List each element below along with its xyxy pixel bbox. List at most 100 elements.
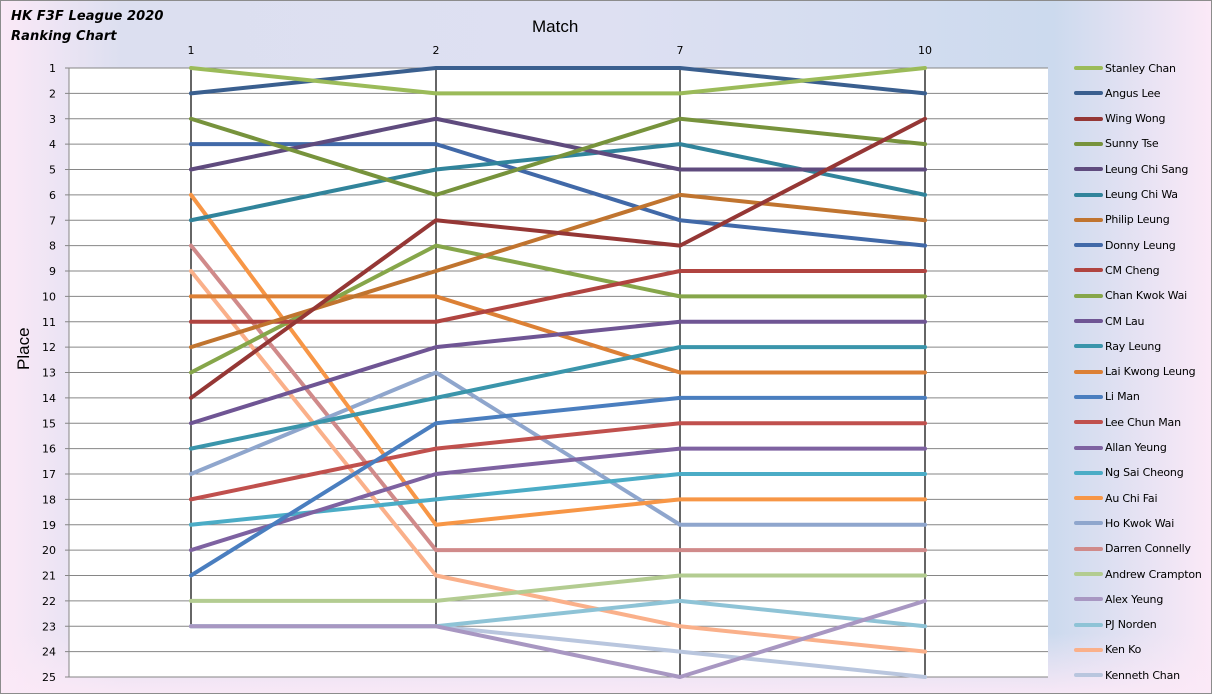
- series-line: [189, 345, 927, 451]
- y-tick-label: 15: [42, 417, 56, 430]
- y-tick-label: 1: [49, 62, 56, 75]
- legend-swatch-icon: [1074, 243, 1103, 248]
- legend-label: Ho Kwok Wai: [1105, 516, 1175, 530]
- legend-item: CM Lau: [1074, 311, 1145, 331]
- legend-item: PJ Norden: [1074, 615, 1157, 635]
- y-tick-label: 23: [42, 620, 56, 633]
- y-tick-label: 21: [42, 570, 56, 583]
- y-tick-label: 11: [42, 316, 56, 329]
- y-tick-label: 20: [42, 544, 56, 557]
- y-tick-label: 22: [42, 595, 56, 608]
- chart-title-line1: HK F3F League 2020: [11, 9, 164, 24]
- series-line: [189, 269, 927, 324]
- legend-swatch-icon: [1074, 116, 1103, 121]
- legend-item: Ho Kwok Wai: [1074, 513, 1174, 533]
- series-line: [189, 421, 927, 502]
- series-lines: [189, 66, 927, 679]
- legend-swatch-icon: [1074, 673, 1103, 678]
- legend-item: Li Man: [1074, 387, 1140, 407]
- y-tick-label: 3: [49, 113, 56, 126]
- legend-item: Sunny Tse: [1074, 134, 1159, 154]
- legend-label: CM Cheng: [1105, 263, 1160, 277]
- x-axis-title: Match: [532, 17, 579, 36]
- legend-item: Allan Yeung: [1074, 438, 1167, 458]
- legend-label: Chan Kwok Wai: [1105, 289, 1188, 303]
- legend-item: CM Cheng: [1074, 260, 1160, 280]
- legend-item: Chan Kwok Wai: [1074, 286, 1187, 306]
- series-line: [189, 116, 927, 172]
- series-line: [189, 192, 927, 527]
- series-line: [189, 395, 927, 578]
- legend-label: Stanley Chan: [1105, 61, 1176, 75]
- legend-swatch-icon: [1074, 167, 1103, 172]
- legend-swatch-icon: [1074, 141, 1103, 146]
- legend-label: Ken Ko: [1105, 643, 1142, 657]
- x-tick-label: 7: [677, 44, 684, 57]
- series-line: [189, 116, 927, 197]
- legend-item: Philip Leung: [1074, 210, 1170, 230]
- legend-label: Philip Leung: [1105, 213, 1170, 227]
- legend-label: Sunny Tse: [1105, 137, 1159, 151]
- legend-item: Alex Yeung: [1074, 589, 1163, 609]
- legend-label: Darren Connelly: [1105, 542, 1191, 556]
- legend-label: Li Man: [1105, 390, 1140, 404]
- legend-swatch-icon: [1074, 268, 1103, 273]
- legend-label: Kenneth Chan: [1105, 668, 1180, 682]
- legend-item: Lee Chun Man: [1074, 412, 1181, 432]
- legend-label: Lai Kwong Leung: [1105, 365, 1196, 379]
- series-line: [189, 116, 927, 400]
- legend-item: Leung Chi Sang: [1074, 159, 1188, 179]
- legend-label: Andrew Crampton: [1105, 567, 1202, 581]
- legend-swatch-icon: [1074, 546, 1103, 551]
- series-line: [189, 598, 927, 679]
- legend-label: Lee Chun Man: [1105, 415, 1181, 429]
- legend-label: Ng Sai Cheong: [1105, 466, 1184, 480]
- legend-item: Au Chi Fai: [1074, 488, 1158, 508]
- legend-swatch-icon: [1074, 445, 1103, 450]
- legend-swatch-icon: [1074, 369, 1103, 374]
- legend-swatch-icon: [1074, 521, 1103, 526]
- legend-swatch-icon: [1074, 597, 1103, 602]
- legend-label: Wing Wong: [1105, 112, 1166, 126]
- legend-item: Kenneth Chan: [1074, 665, 1180, 685]
- y-tick-label: 13: [42, 367, 56, 380]
- legend-item: Donny Leung: [1074, 235, 1176, 255]
- y-tick-label: 17: [42, 468, 56, 481]
- x-tick-label: 1: [188, 44, 195, 57]
- y-tick-label: 9: [49, 265, 56, 278]
- legend-item: Ken Ko: [1074, 640, 1141, 660]
- series-line: [189, 66, 927, 96]
- legend-item: Darren Connelly: [1074, 539, 1191, 559]
- y-tick-label: 10: [42, 290, 56, 303]
- y-tick-label: 18: [42, 493, 56, 506]
- legend-label: Angus Lee: [1105, 86, 1161, 100]
- y-tick-label: 12: [42, 341, 56, 354]
- legend-label: Ray Leung: [1105, 339, 1161, 353]
- legend-label: CM Lau: [1105, 314, 1145, 328]
- y-tick-label: 4: [49, 138, 56, 151]
- legend-item: Andrew Crampton: [1074, 564, 1202, 584]
- y-tick-label: 6: [49, 189, 56, 202]
- y-tick-label: 7: [49, 214, 56, 227]
- legend-item: Wing Wong: [1074, 109, 1165, 129]
- legend-swatch-icon: [1074, 91, 1103, 96]
- series-line: [189, 319, 927, 426]
- legend-swatch-icon: [1074, 394, 1103, 399]
- legend-label: Leung Chi Sang: [1105, 162, 1189, 176]
- legend-label: PJ Norden: [1105, 618, 1157, 632]
- y-tick-label: 16: [42, 443, 56, 456]
- series-line: [189, 573, 927, 603]
- series-line: [189, 446, 927, 553]
- legend-item: Stanley Chan: [1074, 58, 1176, 78]
- legend-swatch-icon: [1074, 622, 1103, 627]
- legend-label: Donny Leung: [1105, 238, 1176, 252]
- legend-label: Alex Yeung: [1105, 592, 1164, 606]
- legend-label: Leung Chi Wa: [1105, 188, 1178, 201]
- legend-swatch-icon: [1074, 470, 1103, 475]
- legend-swatch-icon: [1074, 319, 1103, 323]
- y-tick-label: 2: [49, 87, 56, 100]
- legend-swatch-icon: [1074, 647, 1103, 652]
- y-tick-label: 8: [49, 240, 56, 253]
- x-tick-label: 10: [918, 44, 932, 57]
